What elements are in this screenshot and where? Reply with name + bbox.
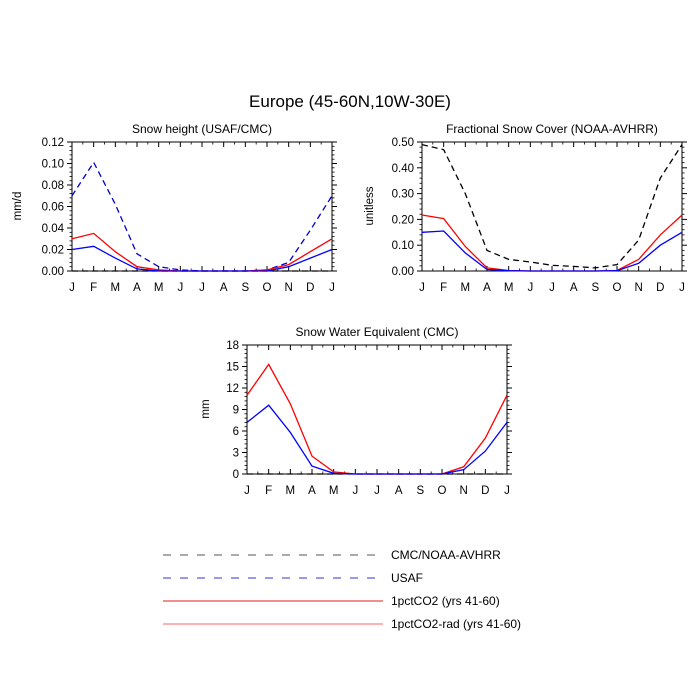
snow-height-series-usaf (71, 161, 333, 272)
snow-height-ytick-label: 0.00 (42, 266, 64, 278)
snow-height-xtick-label: J (69, 282, 75, 294)
snow-height-xtick-label: O (263, 282, 272, 294)
legend-label-pct: 1pctCO2 (yrs 41-60) (391, 594, 500, 608)
legend-label-obs: CMC/NOAA-AVHRR (391, 548, 501, 562)
snow-height-xtick-label: N (285, 282, 293, 294)
snow-cover-panel: Fractional Snow Cover (NOAA-AVHRR) unitl… (364, 122, 687, 294)
snow-cover-ytick-label: 0.30 (392, 189, 414, 201)
legend: CMC/NOAA-AVHRR USAF 1pctCO2 (yrs 41-60) 1pc… (163, 548, 521, 631)
snow-cover-ytick-label: 0.40 (392, 163, 414, 175)
snow-height-ytick-label: 0.10 (42, 159, 64, 171)
snow-height-frame (71, 141, 333, 272)
swe-xtick-label: O (438, 485, 447, 497)
snow-cover-frame (421, 141, 683, 272)
snow-cover-xtick-label: J (527, 282, 533, 294)
snow-height-ytick-label: 0.08 (42, 180, 64, 192)
snow-cover-xtick-label: F (440, 282, 447, 294)
snow-cover-series-pct (421, 230, 683, 272)
figure-title: Europe (45-60N,10W-30E) (249, 92, 451, 111)
snow-cover-ytick-label: 0.50 (392, 137, 414, 149)
snow-height-xtick-label: F (90, 282, 97, 294)
swe-series-rad (246, 363, 508, 475)
snow-cover-xtick-label: A (483, 282, 491, 294)
snow-height-ytick-label: 0.12 (42, 137, 64, 149)
swe-xtick-label: N (460, 485, 468, 497)
swe-ytick-label: 18 (226, 340, 239, 352)
snow-height-xtick-label: A (133, 282, 141, 294)
snow-cover-ylabel: unitless (364, 186, 376, 225)
snow-height-xtick-label: J (329, 282, 335, 294)
swe-xtick-label: A (308, 485, 316, 497)
swe-series-pct (246, 404, 508, 475)
snow-height-series-pct (71, 245, 333, 272)
snow-height-ytick-label: 0.06 (42, 202, 64, 214)
swe-title: Snow Water Equivalent (CMC) (296, 325, 459, 339)
snow-cover-series-rad (421, 214, 683, 272)
snow-cover-xtick-label: J (419, 282, 425, 294)
snow-height-ytick-label: 0.04 (42, 223, 65, 235)
swe-frame (246, 344, 508, 475)
snow-cover-xtick-label: M (461, 282, 471, 294)
snow-cover-ytick-label: 0.00 (392, 266, 414, 278)
snow-cover-xtick-label: M (504, 282, 514, 294)
snow-cover-ytick-label: 0.20 (392, 214, 414, 226)
snow-cover-xtick-label: A (570, 282, 578, 294)
swe-xtick-label: J (504, 485, 510, 497)
snow-height-xtick-label: M (154, 282, 164, 294)
swe-ytick-label: 12 (226, 383, 239, 395)
swe-ytick-label: 0 (233, 469, 239, 481)
swe-ylabel: mm (200, 399, 212, 418)
swe-xtick-label: J (244, 485, 250, 497)
snow-height-xtick-label: J (177, 282, 183, 294)
snow-height-xtick-label: J (199, 282, 205, 294)
snow-height-xtick-label: S (241, 282, 249, 294)
swe-xtick-label: J (352, 485, 358, 497)
legend-label-rad: 1pctCO2-rad (yrs 41-60) (391, 617, 521, 631)
swe-ytick-label: 6 (233, 426, 239, 438)
swe-xtick-label: A (395, 485, 403, 497)
snow-height-xtick-label: A (220, 282, 228, 294)
snow-height-title: Snow height (USAF/CMC) (132, 122, 272, 136)
swe-xtick-label: S (416, 485, 424, 497)
snow-height-xtick-label: D (306, 282, 314, 294)
swe-ytick-label: 3 (233, 448, 239, 460)
swe-ytick-label: 9 (233, 405, 239, 417)
snow-height-ylabel: mm/d (12, 192, 24, 221)
swe-ytick-label: 15 (226, 362, 239, 374)
snow-height-ytick-label: 0.02 (42, 245, 64, 257)
snow-cover-xtick-label: J (549, 282, 555, 294)
snow-cover-xtick-label: S (591, 282, 599, 294)
snow-height-xtick-label: M (111, 282, 121, 294)
swe-xtick-label: F (265, 485, 272, 497)
snow-cover-series-obs (421, 143, 683, 269)
snow-cover-xtick-label: O (613, 282, 622, 294)
snow-cover-title: Fractional Snow Cover (NOAA-AVHRR) (446, 122, 658, 136)
legend-label-usaf: USAF (391, 571, 423, 585)
snow-cover-xtick-label: D (656, 282, 664, 294)
snow-cover-ytick-label: 0.10 (392, 240, 414, 252)
swe-xtick-label: M (329, 485, 339, 497)
swe-xtick-label: M (286, 485, 296, 497)
swe-xtick-label: D (481, 485, 489, 497)
snow-cover-xtick-label: J (679, 282, 685, 294)
snow-cover-xtick-label: N (635, 282, 643, 294)
swe-xtick-label: J (374, 485, 380, 497)
